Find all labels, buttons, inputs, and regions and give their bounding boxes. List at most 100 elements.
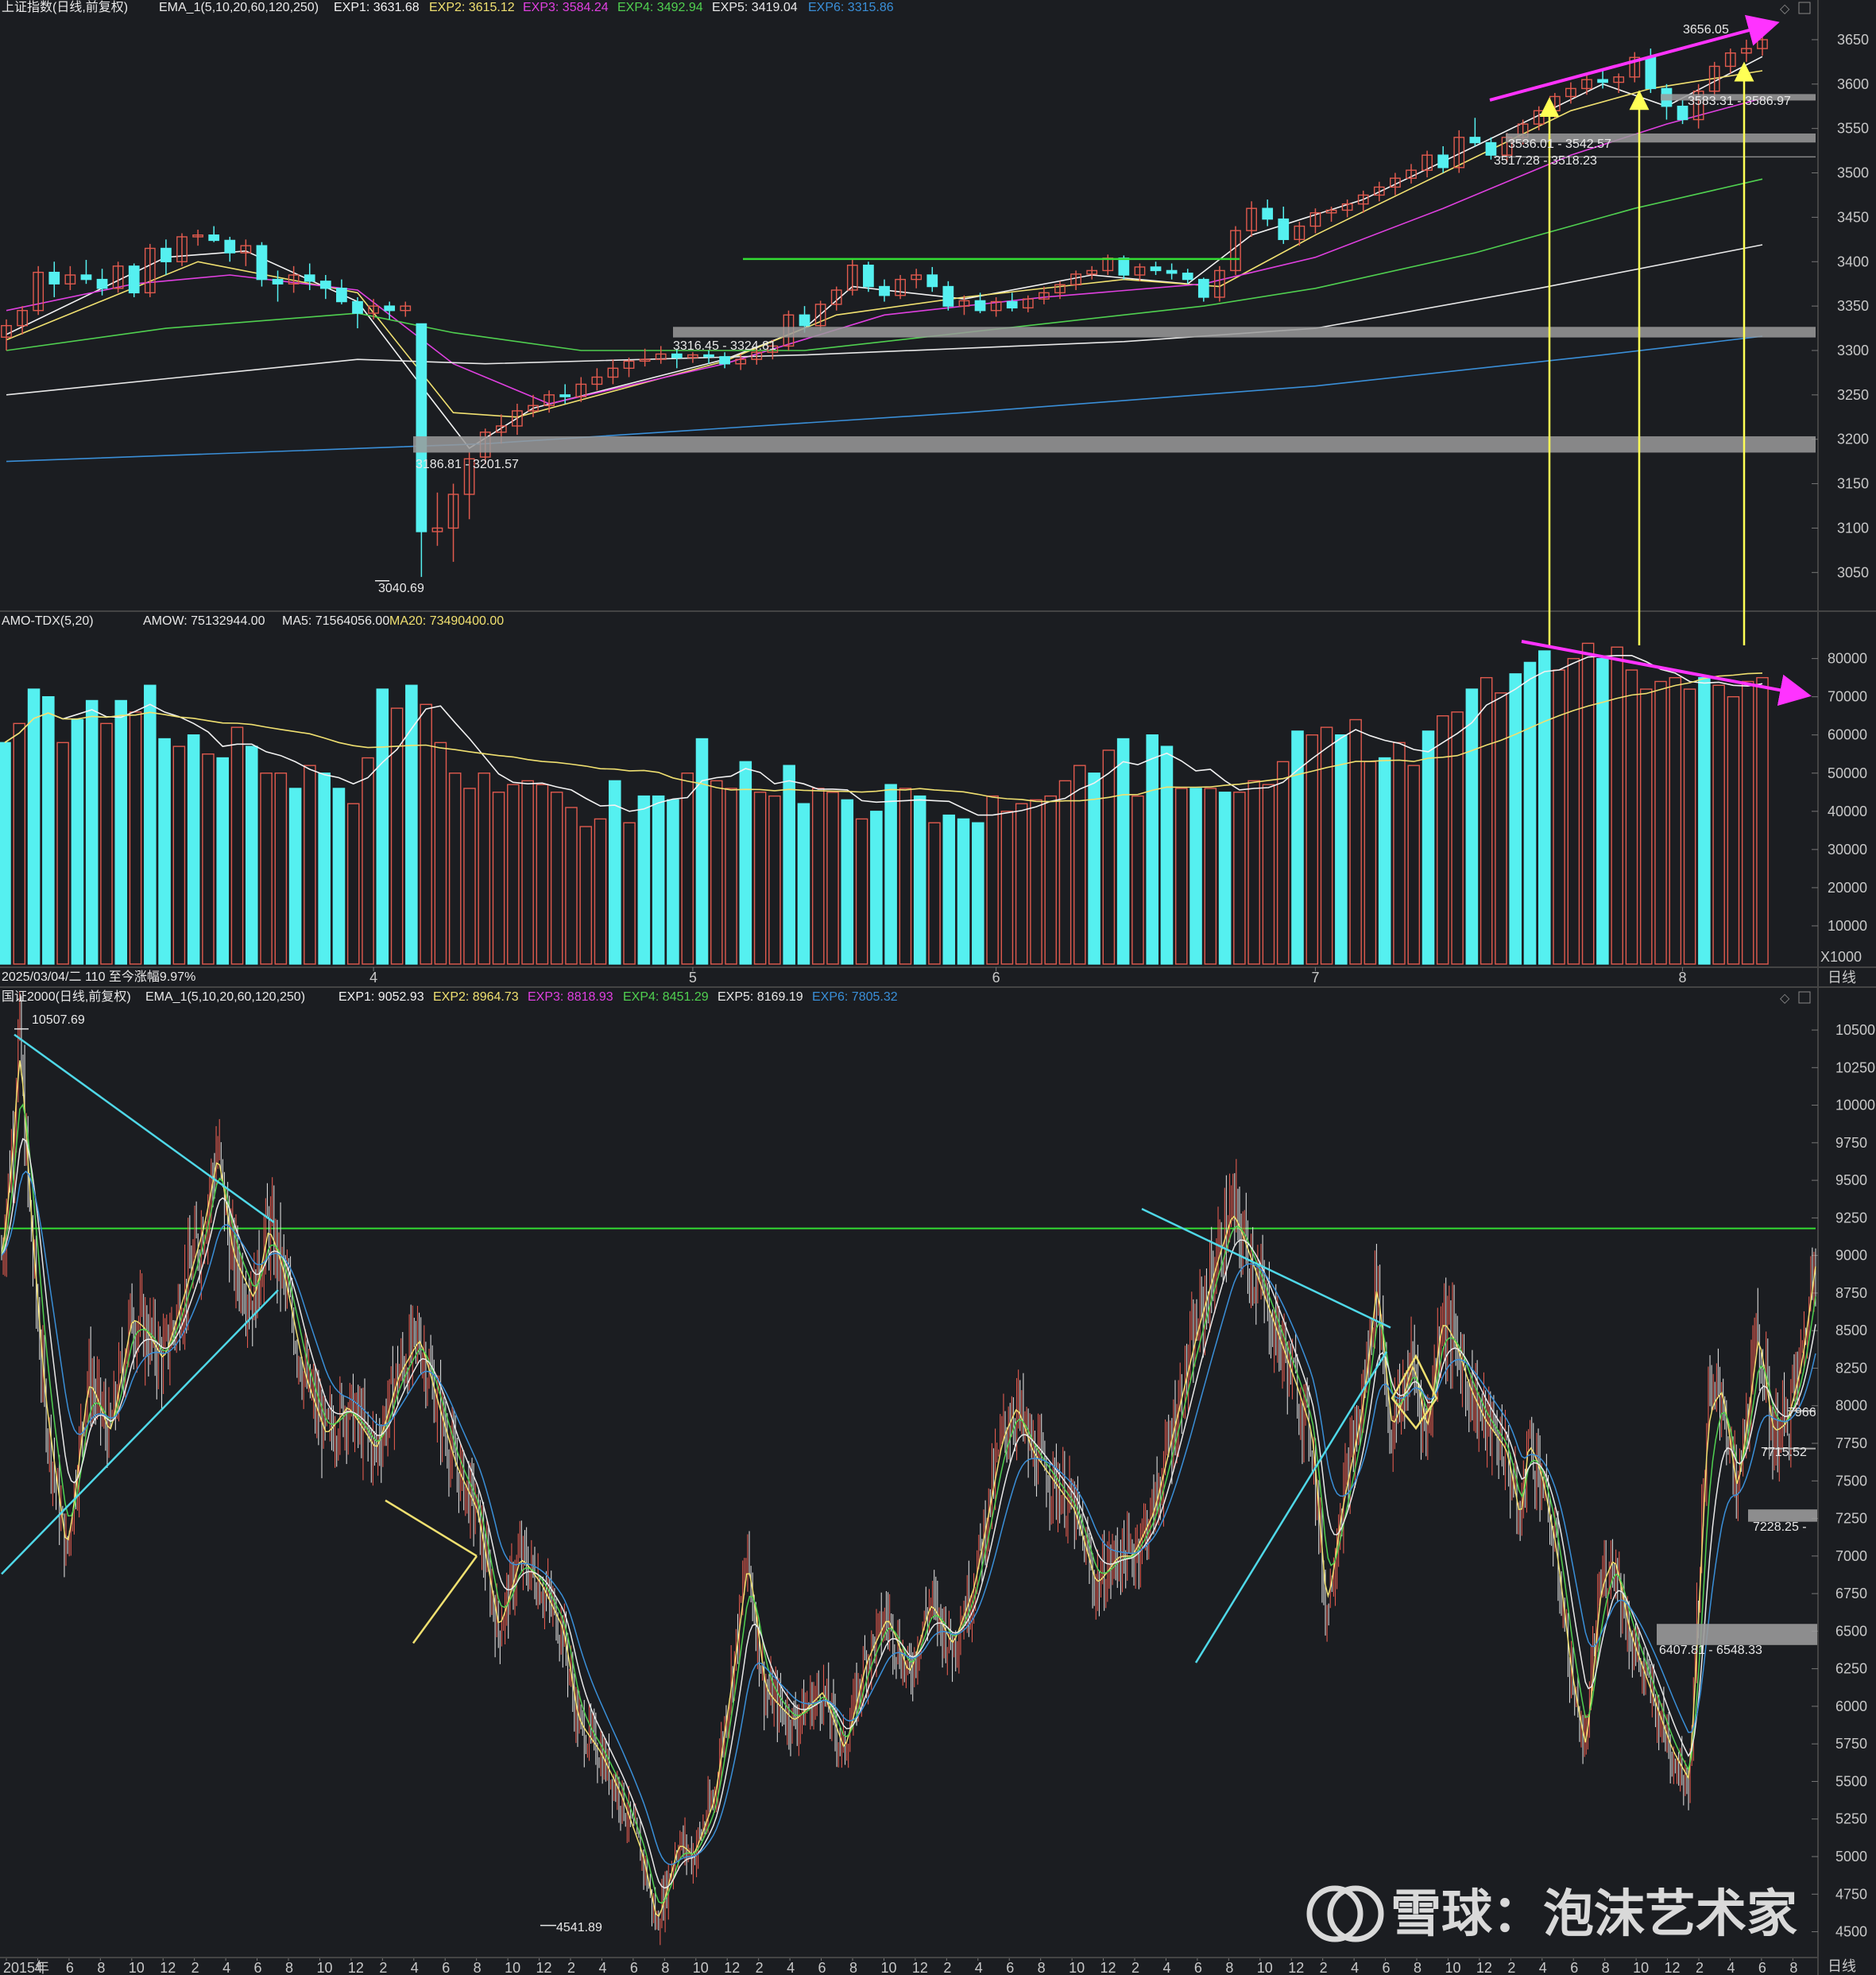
ytick-label: 8750 [1835,1285,1867,1301]
panel3-exp6: EXP6: 7805.32 [812,990,898,1004]
support-band [673,327,1816,338]
candle-body [1086,269,1098,275]
xtick-label: 2 [1131,1960,1139,1975]
amount-bar [913,795,926,965]
ytick-label: 4750 [1835,1886,1867,1902]
ytick-label: 6750 [1835,1586,1867,1601]
xtick-label: 2 [1696,1960,1704,1975]
amount-bar [187,734,200,965]
candle-body [719,356,730,365]
amount-bar [0,742,11,965]
candle-body [1278,218,1290,241]
amount-bar [85,699,99,965]
dense-candles [1,990,1816,1946]
amount-bar [1712,684,1725,965]
candle-body [1406,169,1417,179]
ytick-label: 3300 [1837,343,1869,358]
xtick-label: 4 [975,1960,983,1975]
ytick-label: 50000 [1828,765,1867,781]
candle-body [1294,225,1305,241]
amount-bar [826,792,839,965]
amount-bar [1581,642,1595,965]
ytick-label: 3550 [1837,121,1869,137]
amount-bar [216,757,229,965]
candle-body [208,234,220,242]
amount-bar [144,684,157,965]
ytick-label: 7250 [1835,1511,1867,1527]
candle-body [1070,273,1081,286]
label-z4-2000: 6407.81 - 6548.33 [1659,1644,1762,1657]
candle-body [1581,79,1592,90]
label-z1: 3583.31 - 3586.97 [1688,95,1791,108]
xtick-label: 2 [567,1960,575,1975]
amount-bar [1639,688,1653,965]
panel3-header: 国证2000(日线,前复权) EMA_1(5,10,20,60,120,250)… [2,989,898,1004]
candle-body [767,345,779,353]
ytick-label: 6250 [1835,1661,1867,1677]
xtick-label: 6 [254,1960,262,1975]
amount-bar [1683,688,1696,965]
amount-bar [1247,780,1260,965]
amount-bar [362,757,374,965]
xtick-label: 8 [849,1960,857,1975]
ytick-label: 70000 [1828,689,1867,705]
amount-bar [536,784,549,965]
ytick-label: 3600 [1837,76,1869,92]
xtick-label: 6 [818,1960,826,1975]
panel1-expand-icon [1798,2,1811,14]
candle-body [1246,207,1257,231]
amount-bar [71,718,84,965]
xtick-label: 8 [1414,1960,1422,1975]
label-high-2000: 10507.69 [32,1013,85,1027]
amount-bar [855,818,868,965]
candle-body [192,234,203,238]
ytick-label: 5750 [1835,1736,1867,1752]
xtick-label: 4 [787,1960,795,1975]
amount-bar [1625,669,1638,965]
price-labels-2000: 10507.69 4541.89 7966 7715.52 7228.25 - … [32,1013,1816,1934]
candle-body [1006,300,1018,309]
candle-body [703,354,714,358]
label-z5: 3186.81 - 3201.57 [416,458,519,471]
candle-body [1692,91,1704,121]
price-axis-2000: 4500475050005250550057506000625065006750… [0,1022,1875,1975]
ema-exp4 [6,178,1763,351]
panel1-exp5: EXP5: 3419.04 [712,1,798,14]
amount-bar [158,738,171,965]
amount-bar [463,788,476,965]
candle-body [17,310,28,327]
amount-bar [841,799,854,965]
panel1-indicator: EMA_1(5,10,20,60,120,250) [159,1,319,14]
candle-body [256,245,268,281]
candle-body [1230,230,1241,272]
amount-bar [1305,734,1319,965]
candle-body [352,300,363,314]
panel1-diamond-icon: ◇ [1780,2,1790,16]
xtick-label: 12 [536,1960,552,1975]
xtick-label: 2015年 [3,1960,49,1975]
panel2-ma20: MA20: 73490400.00 [389,614,504,628]
candle-body [1422,154,1433,171]
label-low-2000: 4541.89 [556,1921,602,1934]
amount-bar [870,811,883,965]
candle-body [543,394,555,406]
xtick-label: 8 [661,1960,669,1975]
candle-body [1613,76,1625,83]
xtick-label: 8 [1038,1960,1046,1975]
window-controls[interactable]: ◇ ◇ [1780,2,1811,1005]
xtick-label: 12 [1100,1960,1116,1975]
xtick-label: 8 [474,1960,482,1975]
panel3-exp4: EXP4: 8451.29 [623,990,709,1004]
xtick-label: 2 [191,1960,199,1975]
amount-bar [1669,676,1682,965]
candle-body [1724,52,1736,68]
amount-bar [695,738,709,965]
support-band-2000 [1657,1624,1817,1645]
candle-body [176,236,188,262]
label-high: 3656.05 [1683,23,1729,37]
ytick-label: 6000 [1835,1698,1867,1714]
xtick-label: 10 [1069,1960,1085,1975]
amount-bar [448,773,462,965]
xtick-label: 6 [442,1960,450,1975]
xtick-label: 4 [369,970,377,986]
